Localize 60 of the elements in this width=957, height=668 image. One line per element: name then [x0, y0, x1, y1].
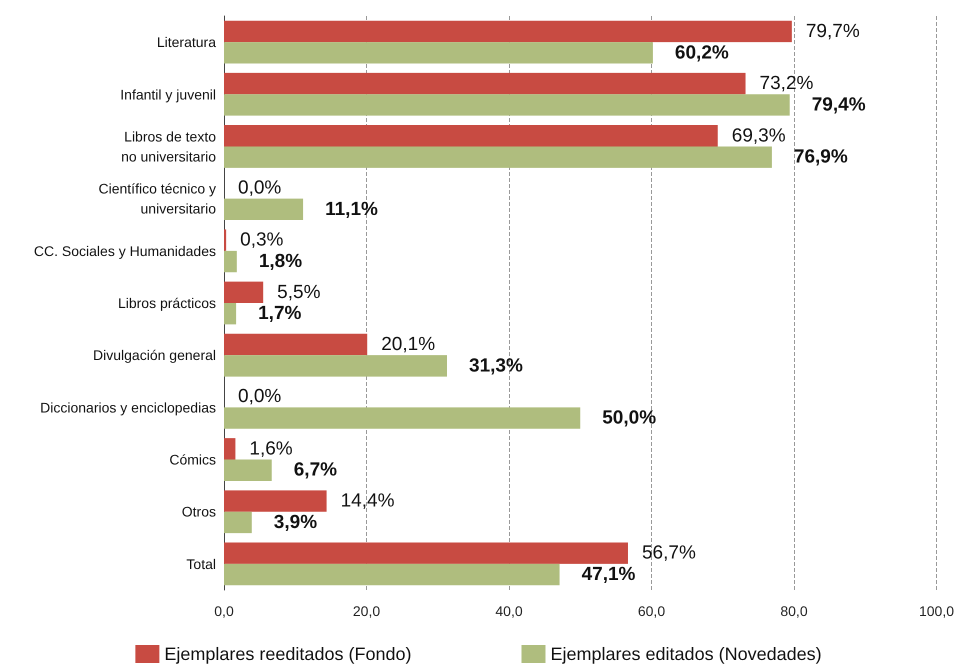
data-label: 76,9%: [794, 146, 848, 168]
y-tick-label: Otros: [182, 504, 216, 520]
y-tick-label: Divulgación general: [93, 347, 216, 364]
y-tick-label: CC. Sociales y Humanidades: [34, 242, 216, 259]
bar: [224, 407, 580, 429]
bar: [224, 94, 790, 116]
data-label: 1,6%: [249, 438, 293, 460]
data-label: 0,0%: [238, 386, 282, 408]
data-label: 0,3%: [240, 230, 284, 251]
bar: [224, 438, 236, 460]
bar: [224, 460, 272, 481]
data-label: 69,3%: [732, 125, 786, 146]
data-label: 6,7%: [294, 460, 338, 481]
bar: [224, 512, 252, 534]
bar: [224, 250, 237, 272]
data-label: 5,5%: [277, 282, 321, 303]
bar: [224, 198, 304, 220]
x-tick-label: 20,0: [352, 603, 380, 619]
bar: [224, 282, 264, 303]
bar: [224, 42, 653, 64]
bar: [224, 303, 236, 324]
data-label: 79,7%: [806, 20, 860, 42]
data-label: 20,1%: [381, 334, 436, 355]
legend-label: Ejemplares editados (Novedades): [550, 644, 822, 664]
x-tick-label: 0,0: [214, 603, 234, 619]
bar: [224, 72, 746, 94]
bar: [224, 355, 448, 377]
data-label: 3,9%: [274, 512, 318, 533]
data-label: 11,1%: [325, 198, 378, 220]
y-tick-label: Libros prácticos: [118, 295, 216, 311]
x-tick-label: 80,0: [780, 603, 808, 619]
data-label: 1,8%: [258, 251, 302, 272]
data-label: 79,4%: [812, 94, 866, 116]
data-label: 50,0%: [602, 408, 656, 429]
bar: [224, 334, 368, 356]
bar: [224, 20, 792, 42]
y-tick-label: Total: [186, 556, 216, 572]
y-tick-label: Científico técnico y universitario: [98, 180, 216, 217]
x-tick-label: 40,0: [495, 603, 523, 619]
data-label: 56,7%: [642, 542, 696, 564]
bar: [224, 542, 628, 564]
bar: [224, 490, 327, 512]
y-tick-label: Cómics: [169, 452, 216, 468]
data-label: 60,2%: [674, 42, 729, 64]
legend-label: Ejemplares reeditados (Fondo): [164, 644, 412, 664]
data-label: 73,2%: [760, 73, 814, 94]
x-tick-label: 100,0: [918, 603, 954, 619]
y-tick-label: Infantil y juvenil: [120, 86, 216, 102]
y-tick-label: Diccionarios y enciclopedias: [40, 399, 216, 416]
data-label: 1,7%: [258, 303, 302, 324]
y-tick-label: Libros de texto no universitario: [121, 128, 216, 164]
x-tick-label: 60,0: [638, 603, 666, 619]
data-label: 0,0%: [238, 177, 282, 198]
data-label: 31,3%: [469, 355, 523, 376]
bar: [224, 146, 772, 168]
data-label: 14,4%: [340, 490, 395, 512]
y-tick-label: Literatura: [156, 34, 216, 50]
bar: [224, 564, 560, 586]
data-label: 47,1%: [582, 564, 636, 586]
bar: [224, 125, 718, 146]
